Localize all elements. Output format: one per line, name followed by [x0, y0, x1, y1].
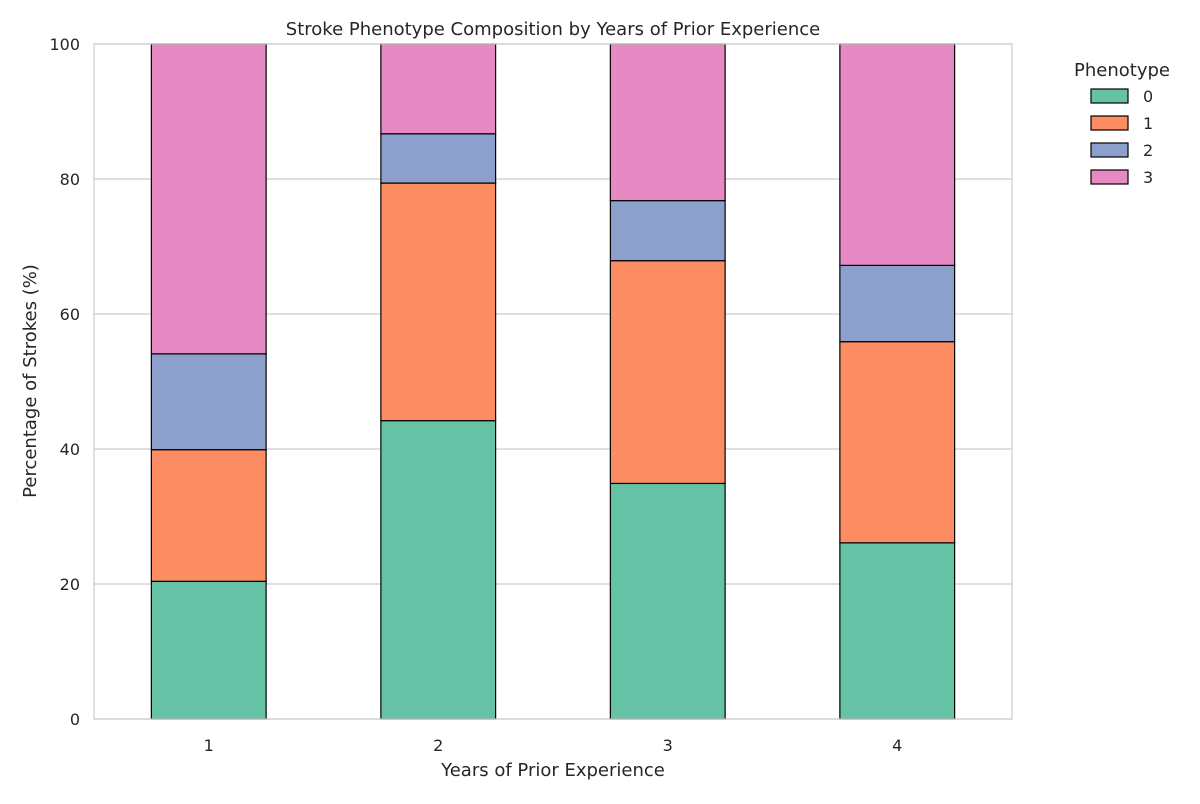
- bar-segment: [609, 200, 726, 262]
- x-tick-label: 4: [892, 736, 902, 755]
- legend-label: 1: [1143, 114, 1153, 133]
- bar-segment: [609, 482, 726, 720]
- y-axis-label: Percentage of Strokes (%): [20, 264, 41, 498]
- bar-segment: [380, 420, 497, 720]
- x-tick-labels: 1 2 3 4: [204, 736, 903, 755]
- legend-swatch: [1090, 88, 1129, 104]
- plot-frame: [93, 43, 1013, 720]
- bar-segment: [609, 43, 726, 202]
- chart-title: Stroke Phenotype Composition by Years of…: [286, 19, 820, 40]
- legend-label: 3: [1143, 168, 1153, 187]
- x-tick-label: 1: [204, 736, 214, 755]
- bars: [150, 43, 956, 720]
- y-tick-label: 0: [70, 710, 80, 729]
- x-tick-label: 2: [433, 736, 443, 755]
- y-tick-label: 100: [49, 35, 80, 54]
- bar-segment: [150, 353, 267, 451]
- legend-title: Phenotype: [1074, 60, 1170, 81]
- y-tick-labels: 0 20 40 60 80 100: [49, 35, 80, 729]
- legend-swatch: [1090, 115, 1129, 131]
- y-tick-label: 20: [60, 575, 80, 594]
- bar-segment: [609, 260, 726, 485]
- bar-segment: [380, 182, 497, 422]
- y-tick-label: 60: [60, 305, 80, 324]
- x-tick-label: 3: [663, 736, 673, 755]
- bar-segment: [150, 43, 267, 355]
- bar-segment: [380, 43, 497, 135]
- x-axis-label: Years of Prior Experience: [440, 760, 665, 781]
- bar-segment: [839, 264, 956, 343]
- legend: Phenotype 0 1 2 3: [1074, 60, 1170, 187]
- bar-segment: [150, 580, 267, 720]
- legend-label: 0: [1143, 87, 1153, 106]
- bar-segment: [150, 449, 267, 582]
- legend-items: 0 1 2 3: [1090, 87, 1153, 187]
- legend-swatch: [1090, 142, 1129, 158]
- bar-segment: [839, 43, 956, 266]
- y-tick-label: 80: [60, 170, 80, 189]
- legend-label: 2: [1143, 141, 1153, 160]
- bar-segment: [839, 542, 956, 720]
- y-tick-label: 40: [60, 440, 80, 459]
- bar-segment: [839, 341, 956, 544]
- bar-segment: [380, 133, 497, 184]
- legend-swatch: [1090, 169, 1129, 185]
